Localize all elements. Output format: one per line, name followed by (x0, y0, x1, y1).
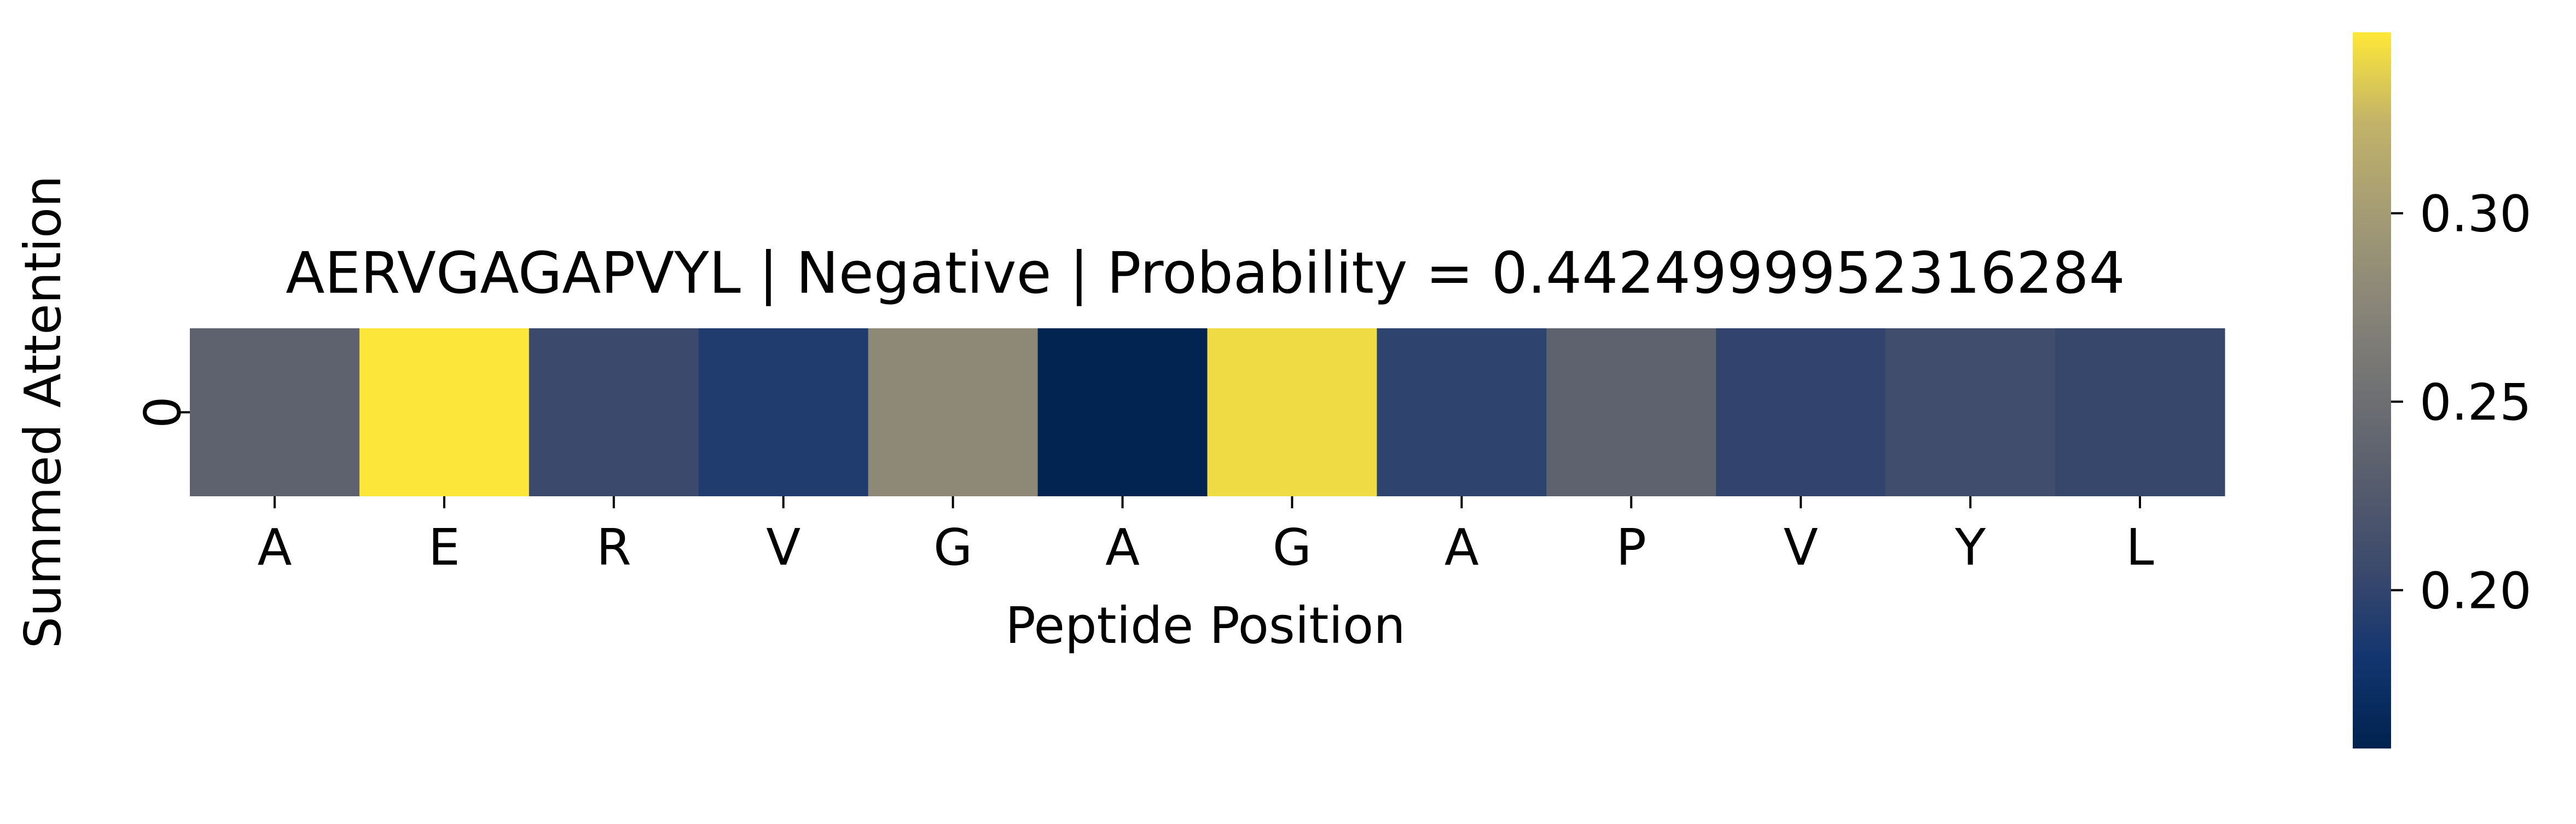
x-tick-label: V (766, 518, 800, 577)
y-tick-label: 0 (134, 396, 192, 428)
x-tick-label: G (933, 518, 972, 577)
x-tick-label: P (1616, 518, 1646, 577)
heatmap-cell (1377, 328, 1547, 496)
x-axis-label: Peptide Position (1005, 596, 1405, 655)
x-tick-label: R (596, 518, 631, 577)
heatmap-cell (2055, 328, 2225, 496)
heatmap-cell (359, 328, 530, 496)
heatmap-cell (698, 328, 869, 496)
colorbar-tick-label: 0.30 (2420, 185, 2532, 243)
heatmap-cell (1207, 328, 1378, 496)
x-tick-label: Y (1954, 518, 1986, 577)
heatmap-cells (190, 328, 2225, 496)
x-tick-label: G (1273, 518, 1312, 577)
colorbar-tick-label: 0.25 (2420, 373, 2532, 432)
heatmap-cell (1885, 328, 2056, 496)
x-tick-label: V (1784, 518, 1818, 577)
colorbar (2353, 32, 2391, 748)
heatmap-cell (1716, 328, 1886, 496)
x-tick-label: A (257, 518, 292, 577)
x-tick-label: A (1105, 518, 1140, 577)
x-tick-label: L (2126, 518, 2154, 577)
y-axis-label: Summed Attention (14, 176, 72, 649)
x-tick-label: A (1444, 518, 1479, 577)
y-axis-ticks: 0 (134, 396, 192, 428)
heatmap-cell (1546, 328, 1716, 496)
x-tick-label: E (428, 518, 460, 577)
heatmap-cell (868, 328, 1038, 496)
colorbar-ticks: 0.20 0.25 0.30 (2391, 185, 2532, 620)
heatmap-cell (529, 328, 699, 496)
colorbar-tick-label: 0.20 (2420, 562, 2532, 620)
heatmap-cell (1037, 328, 1208, 496)
chart-title: AERVGAGAPVYL | Negative | Probability = … (286, 240, 2125, 306)
heatmap-cell (190, 328, 360, 496)
